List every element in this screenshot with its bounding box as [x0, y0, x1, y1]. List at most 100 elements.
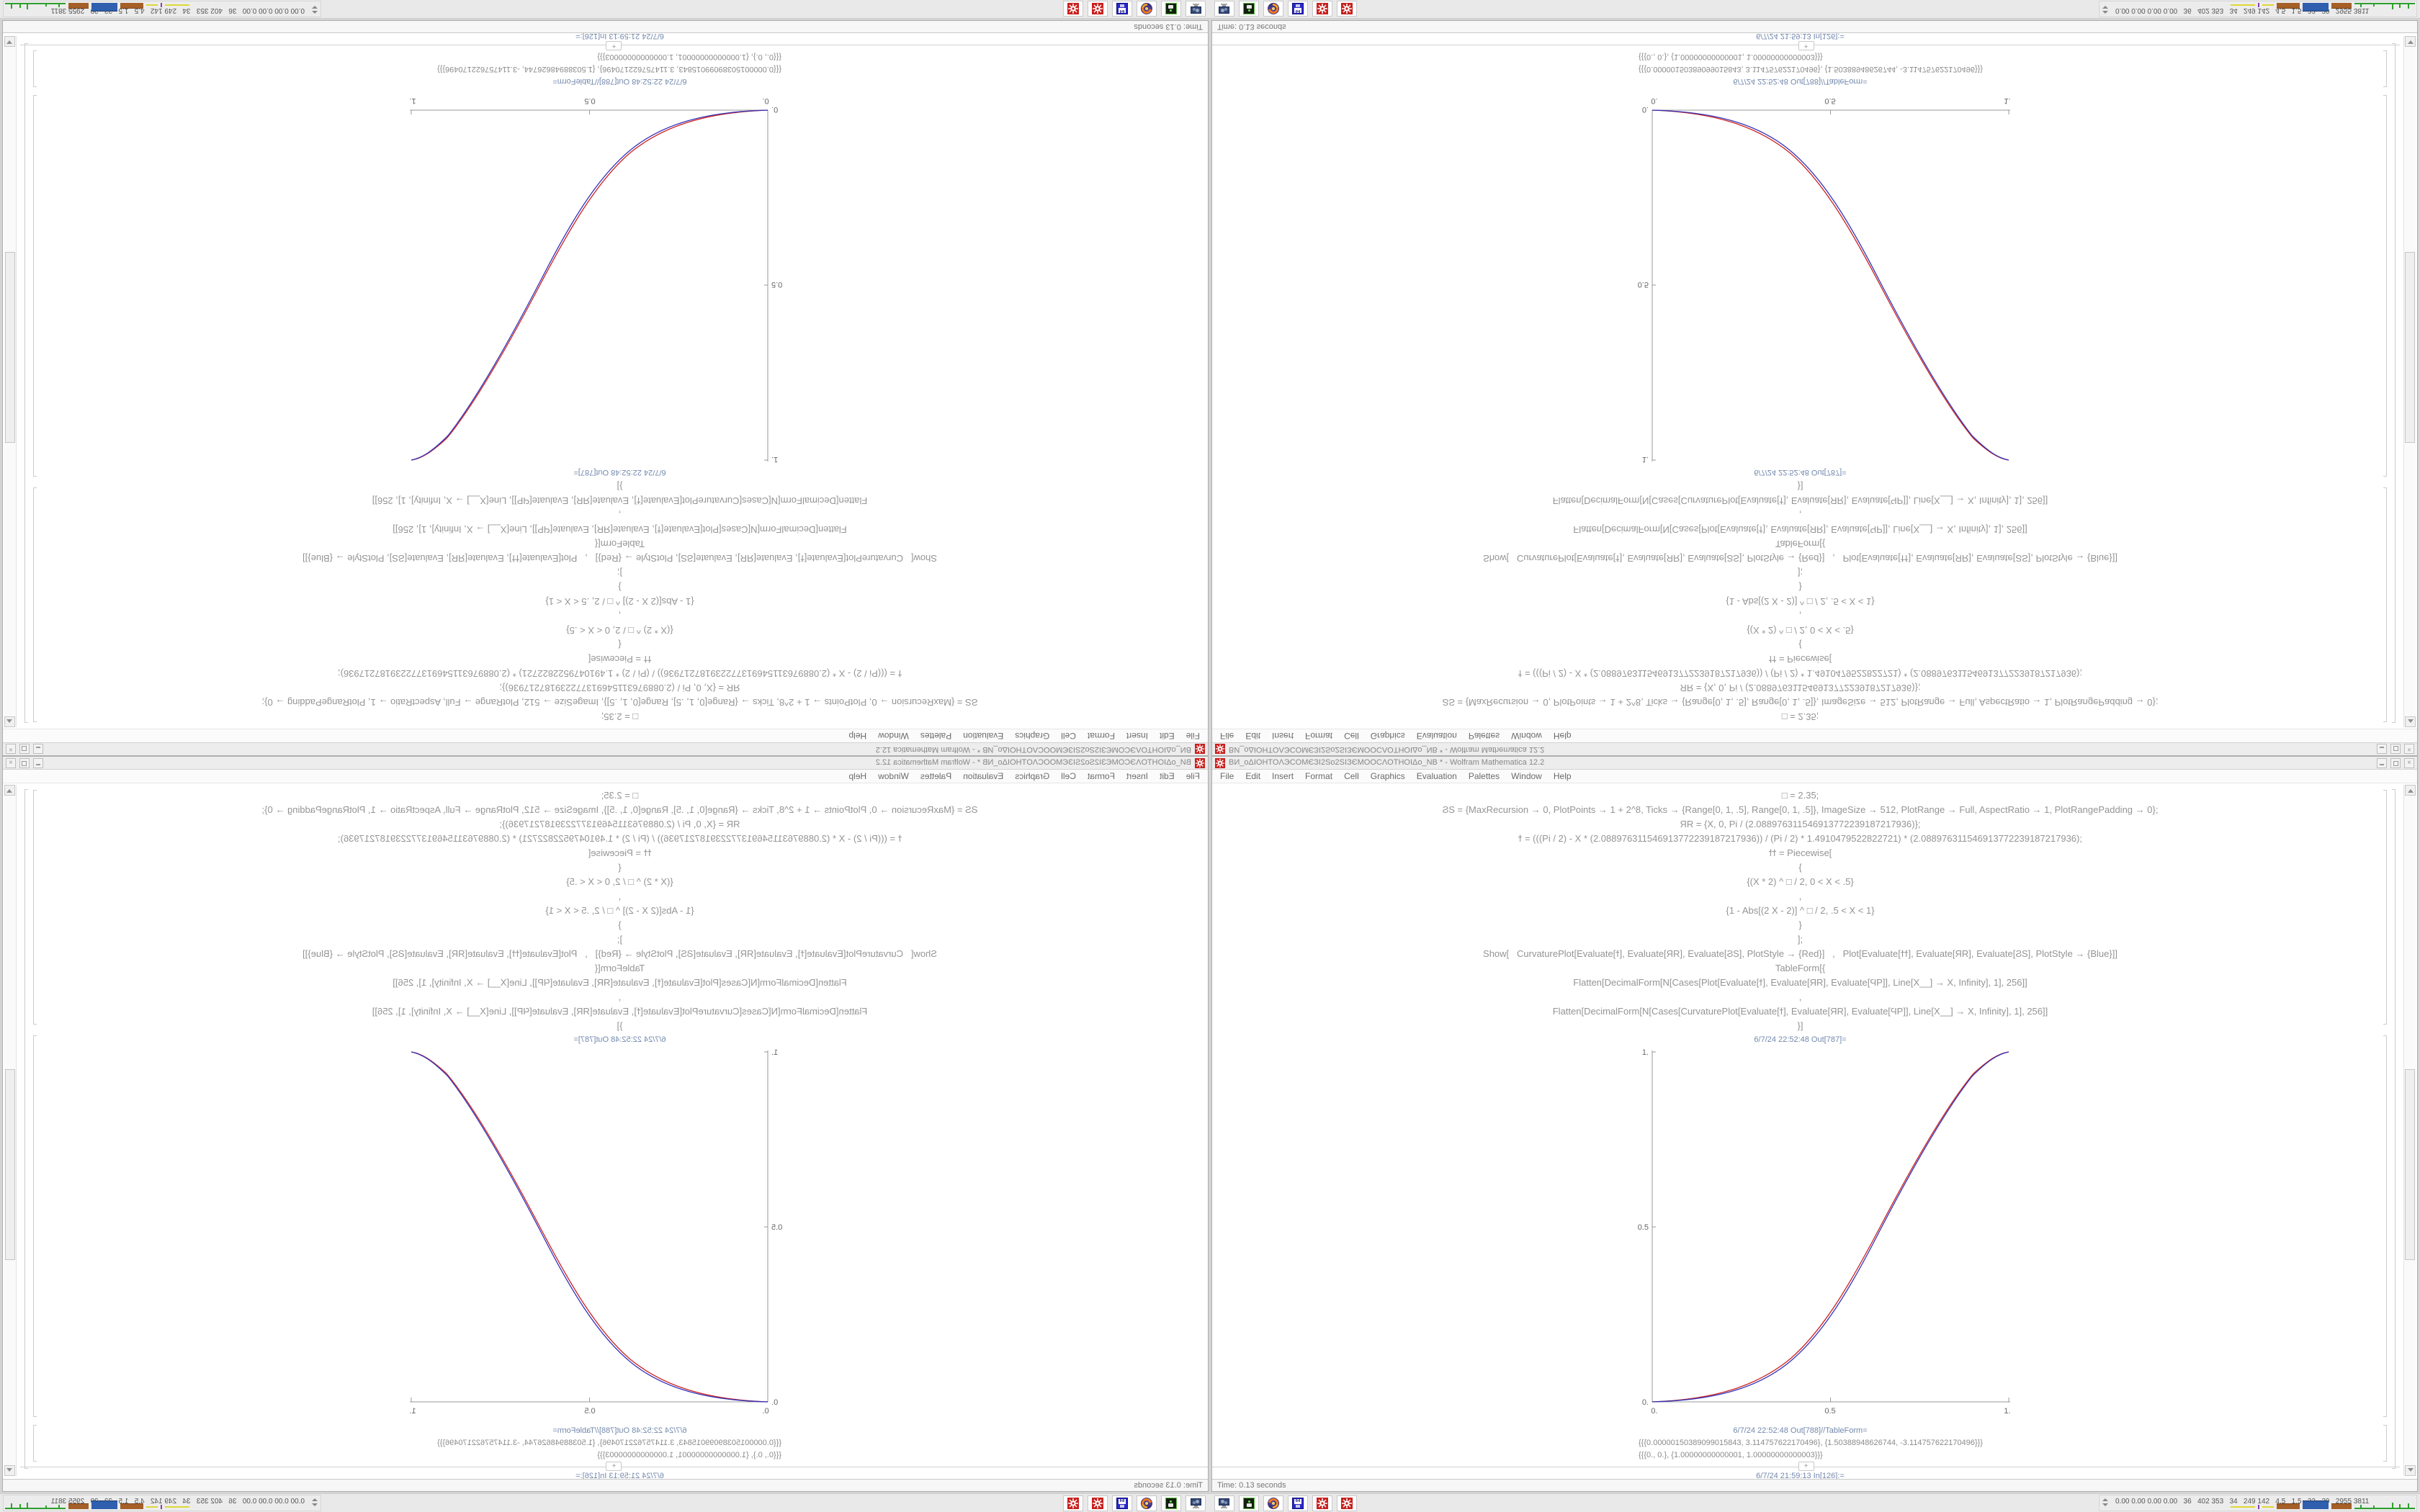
code-line[interactable]: {(X * 2) ^ □ / 2, 0 < X < .5} — [566, 876, 673, 887]
menu-palettes[interactable]: Palettes — [1468, 771, 1500, 781]
menu-window[interactable]: Window — [878, 771, 909, 781]
code-line[interactable]: TableForm[{ — [594, 963, 645, 973]
menu-cell[interactable]: Cell — [1344, 731, 1359, 741]
menu-file[interactable]: File — [1220, 771, 1234, 781]
table-row[interactable]: {{{0.00000150389099015843, 3.11475762217… — [1639, 1439, 1983, 1447]
menu-evaluation[interactable]: Evaluation — [963, 771, 1004, 781]
taskbar-item-system-monitor[interactable] — [1186, 1495, 1206, 1511]
code-line[interactable]: }] — [617, 1020, 623, 1031]
code-line[interactable]: {1 - Abs[(2 X - 2)] ^ □ / 2, .5 < X < 1} — [1726, 905, 1875, 916]
scrollbar-thumb[interactable] — [2405, 1069, 2415, 1260]
code-line[interactable]: ЯR = {X, 0, Pi / (2.08897631154691377223… — [1680, 683, 1921, 693]
code-line[interactable]: TableForm[{ — [1775, 539, 1826, 549]
code-line[interactable]: , — [618, 510, 622, 521]
code-line[interactable]: Show[ CurvaturePlot[Evaluate[ϯ], Evaluat… — [1483, 948, 2118, 959]
code-line[interactable]: ϨS = {MaxRecursion → 0, PlotPoints → 1 +… — [1442, 697, 2159, 708]
code-line[interactable]: {1 - Abs[(2 X - 2)] ^ □ / 2, .5 < X < 1} — [545, 596, 694, 607]
menu-cell[interactable]: Cell — [1344, 771, 1359, 781]
code-line[interactable]: , — [1798, 611, 1802, 621]
input-cell-bracket[interactable] — [2383, 790, 2387, 1025]
vertical-scrollbar[interactable] — [4, 785, 17, 1476]
insert-cell-plus-button[interactable]: + — [1798, 1462, 1814, 1471]
code-line[interactable]: { — [1798, 639, 1802, 650]
code-line[interactable]: □ = 2.35; — [601, 790, 639, 801]
taskbar-item-terminal[interactable] — [1239, 1, 1259, 17]
menu-format[interactable]: Format — [1305, 771, 1333, 781]
code-line[interactable]: , — [618, 891, 622, 901]
scroll-down-button[interactable] — [2405, 1465, 2416, 1476]
taskbar-item-firefox[interactable] — [1137, 1, 1157, 17]
menu-graphics[interactable]: Graphics — [1015, 771, 1050, 781]
code-line[interactable]: TableForm[{ — [1775, 963, 1826, 973]
code-line[interactable]: Flatten[DecimalForm[N[Cases[Plot[Evaluat… — [1573, 977, 2027, 988]
cell-group-bracket[interactable] — [24, 43, 28, 723]
system-monitor-widget[interactable]: 0.00 0.00 0.00 0.00 36 402 353 34 249 14… — [2099, 1, 2417, 17]
scroll-up-button[interactable] — [4, 785, 15, 796]
notebook-content[interactable]: □ = 2.35; ϨS = {MaxRecursion → 0, PlotPo… — [1212, 33, 2417, 729]
code-line[interactable]: ϯ = (((Pi / 2) - X * (2.0889763115469137… — [1518, 833, 2082, 844]
menu-help[interactable]: Help — [848, 771, 867, 781]
menu-graphics[interactable]: Graphics — [1370, 731, 1405, 741]
taskbar-item-mathematica-1[interactable] — [1312, 1495, 1332, 1511]
input-cell-bracket[interactable] — [2383, 487, 2387, 722]
menu-edit[interactable]: Edit — [1159, 771, 1175, 781]
plot-cell-bracket[interactable] — [33, 95, 37, 477]
code-line[interactable]: }] — [1797, 481, 1803, 492]
window-titlebar[interactable]: ВИ_оΔIOHTOΛЭCOMЄЗI2Ѕо2ЅIЗЄMOOCΛOTHOIΔо_N… — [1212, 757, 2417, 770]
chevron-updown-icon[interactable] — [2102, 6, 2108, 14]
code-line[interactable]: , — [1798, 510, 1802, 521]
code-line[interactable]: , — [1798, 991, 1802, 1002]
menu-file[interactable]: File — [1220, 731, 1234, 741]
menu-evaluation[interactable]: Evaluation — [1416, 731, 1457, 741]
maximize-button[interactable] — [2390, 758, 2401, 768]
scrollbar-thumb[interactable] — [5, 1069, 15, 1260]
maximize-button[interactable] — [19, 758, 30, 768]
menu-insert[interactable]: Insert — [1272, 771, 1294, 781]
menu-palettes[interactable]: Palettes — [920, 731, 952, 741]
code-line[interactable]: ]; — [617, 934, 623, 945]
chevron-updown-icon[interactable] — [312, 6, 318, 14]
code-line[interactable]: □ = 2.35; — [1781, 711, 1819, 722]
cell-group-bracket[interactable] — [2392, 43, 2396, 723]
menu-format[interactable]: Format — [1305, 731, 1333, 741]
menu-help[interactable]: Help — [1553, 731, 1572, 741]
tableform-output[interactable]: {{{0.00000150389099015843, 3.11475762217… — [1639, 1437, 1983, 1462]
input-cell-bracket[interactable] — [33, 790, 37, 1025]
menu-insert[interactable]: Insert — [1272, 731, 1294, 741]
taskbar-item-x64-emulator[interactable]: 64 — [1288, 1, 1308, 17]
taskbar-item-mathematica-2[interactable] — [1337, 1495, 1357, 1511]
minimize-button[interactable] — [33, 744, 43, 754]
taskbar-item-firefox[interactable] — [1137, 1495, 1157, 1511]
menu-cell[interactable]: Cell — [1061, 731, 1076, 741]
code-line[interactable]: { — [618, 639, 622, 650]
chevron-updown-icon[interactable] — [312, 1498, 318, 1506]
taskbar-item-terminal[interactable] — [1161, 1495, 1181, 1511]
taskbar-item-mathematica-1[interactable] — [1088, 1, 1108, 17]
plot-cell-bracket[interactable] — [2383, 1035, 2387, 1417]
table-row[interactable]: {{{0., 0.}, {1.00000000000001, 1.0000000… — [597, 1451, 781, 1459]
code-line[interactable]: ϨS = {MaxRecursion → 0, PlotPoints → 1 +… — [261, 697, 978, 708]
code-line[interactable]: {1 - Abs[(2 X - 2)] ^ □ / 2, .5 < X < 1} — [1726, 596, 1875, 607]
system-monitor-widget[interactable]: 0.00 0.00 0.00 0.00 36 402 353 34 249 14… — [3, 1495, 321, 1511]
taskbar-item-mathematica-2[interactable] — [1063, 1495, 1083, 1511]
taskbar-item-terminal[interactable] — [1161, 1, 1181, 17]
code-line[interactable]: , — [618, 991, 622, 1002]
close-button[interactable]: × — [6, 744, 16, 754]
tableform-output[interactable]: {{{0.00000150389099015843, 3.11475762217… — [437, 1437, 781, 1462]
window-titlebar[interactable]: ВИ_оΔIOHTOΛЭCOMЄЗI2Ѕо2ЅIЗЄMOOCΛOTHOIΔо_N… — [1212, 742, 2417, 755]
menu-evaluation[interactable]: Evaluation — [1416, 771, 1457, 781]
code-line[interactable]: ]; — [1797, 567, 1803, 578]
taskbar-item-mathematica-2[interactable] — [1063, 1, 1083, 17]
scroll-up-button[interactable] — [2405, 785, 2416, 796]
taskbar-item-system-monitor[interactable] — [1214, 1495, 1234, 1511]
code-line[interactable]: Flatten[DecimalForm[N[Cases[Plot[Evaluat… — [393, 524, 847, 535]
window-titlebar[interactable]: ВИ_оΔIOHTOΛЭCOMЄЗI2Ѕо2ЅIЗЄMOOCΛOTHOIΔо_N… — [3, 757, 1208, 770]
table-row[interactable]: {{{0., 0.}, {1.00000000000001, 1.0000000… — [1639, 53, 1823, 61]
code-line[interactable]: {(X * 2) ^ □ / 2, 0 < X < .5} — [566, 625, 673, 636]
close-button[interactable]: × — [2404, 758, 2414, 768]
menu-graphics[interactable]: Graphics — [1370, 771, 1405, 781]
menu-edit[interactable]: Edit — [1159, 731, 1175, 741]
menu-insert[interactable]: Insert — [1126, 771, 1148, 781]
plot-cell-bracket[interactable] — [33, 1035, 37, 1417]
menu-format[interactable]: Format — [1087, 771, 1115, 781]
